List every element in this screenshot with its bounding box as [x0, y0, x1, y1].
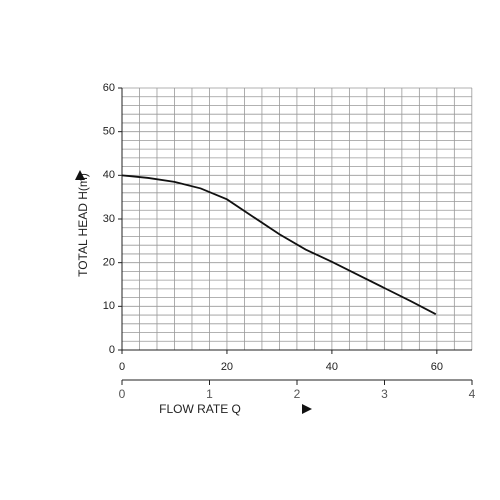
curve [121, 174, 437, 315]
y-tick-label: 40 [103, 169, 115, 181]
x2-tick-label: 0 [119, 387, 126, 401]
x2-tick-label: 4 [469, 387, 476, 401]
x2-tick-label: 1 [206, 387, 213, 401]
x-tick-label: 20 [221, 361, 233, 373]
y-tick-label: 30 [103, 213, 115, 225]
y-tick-label: 0 [109, 344, 115, 356]
x2-tick-label: 3 [381, 387, 388, 401]
y-tick-label: 60 [103, 82, 115, 94]
x-arrow [302, 404, 312, 414]
y-tick-label: 10 [103, 300, 115, 312]
x-axis-label: FLOW RATE Q [159, 402, 241, 416]
x-tick-label: 40 [326, 361, 338, 373]
y-tick-label: 20 [103, 257, 115, 269]
x-tick-label: 0 [119, 361, 125, 373]
y-arrow [75, 170, 85, 180]
y-tick-label: 50 [103, 126, 115, 138]
y-axis-label: TOTAL HEAD H(m) [76, 173, 90, 277]
x2-tick-label: 2 [294, 387, 301, 401]
x-tick-label: 60 [431, 361, 443, 373]
